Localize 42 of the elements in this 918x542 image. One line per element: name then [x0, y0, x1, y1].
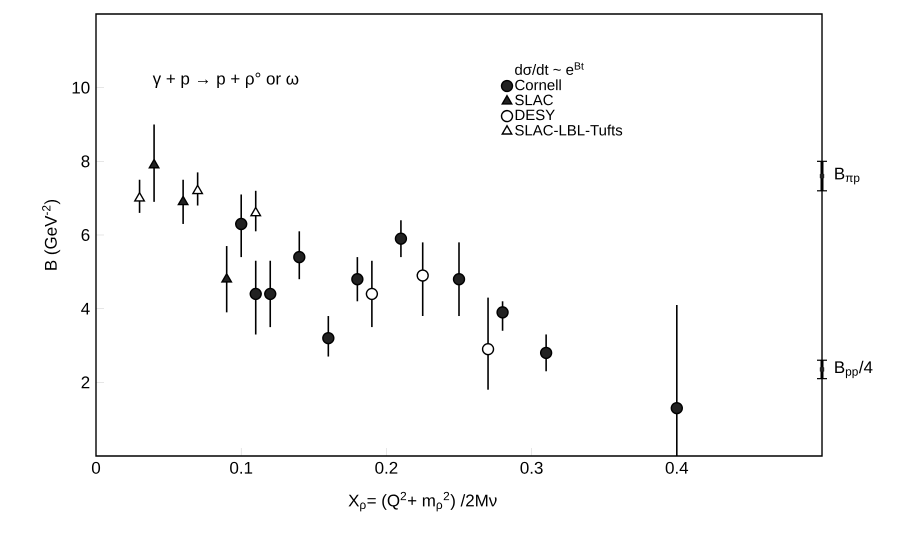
point: [366, 288, 378, 300]
legend-title: dσ/dt ~ e$^{Bt}$: [515, 62, 584, 75]
point: [178, 196, 189, 206]
point: [820, 174, 824, 178]
y-tick-label: 6: [82, 229, 90, 241]
point: [820, 367, 824, 372]
point: [482, 343, 494, 356]
y-tick-label: 10: [72, 82, 90, 94]
series-label: B$_{pp}$/4: [835, 360, 872, 378]
series-label: B$_{πp}$: [835, 168, 860, 184]
annotation: γ + p → p + ρ° or ω: [152, 72, 298, 88]
x-axis-title: X$_{ρ}$= (Q$^{2}$+ m$_{ρ}$$^{2}$) /2Mν: [348, 492, 497, 512]
point: [351, 273, 364, 286]
x-tick-label: 0.4: [666, 462, 688, 474]
x-tick-label: 0.3: [520, 462, 543, 474]
point: [134, 192, 146, 202]
y-tick-label: 2: [82, 376, 90, 388]
point: [670, 402, 683, 414]
x-tick-label: 0.2: [375, 462, 398, 474]
point: [221, 273, 232, 283]
point: [293, 250, 306, 264]
point: [235, 218, 248, 230]
y-axis-title: B (GeV$^{-2}$): [42, 200, 60, 270]
x-tick-label: 0.1: [230, 462, 252, 474]
y-tick-label: 4: [81, 302, 90, 314]
legend-label: Cornell: [515, 79, 561, 90]
point: [540, 346, 552, 360]
point: [496, 306, 509, 319]
legend-label: DESY: [516, 110, 555, 120]
y-tick-label: 8: [81, 155, 90, 168]
x-tick-label: 0: [92, 462, 100, 474]
point: [264, 288, 276, 300]
point: [322, 332, 335, 344]
point: [394, 232, 408, 245]
point: [148, 158, 160, 168]
legend-label: SLAC-LBL-Tufts: [515, 124, 622, 136]
point: [416, 269, 429, 282]
point: [192, 184, 204, 194]
legend-label: SLAC: [515, 94, 553, 106]
point: [452, 273, 466, 286]
point: [250, 288, 262, 300]
point: [250, 206, 262, 216]
